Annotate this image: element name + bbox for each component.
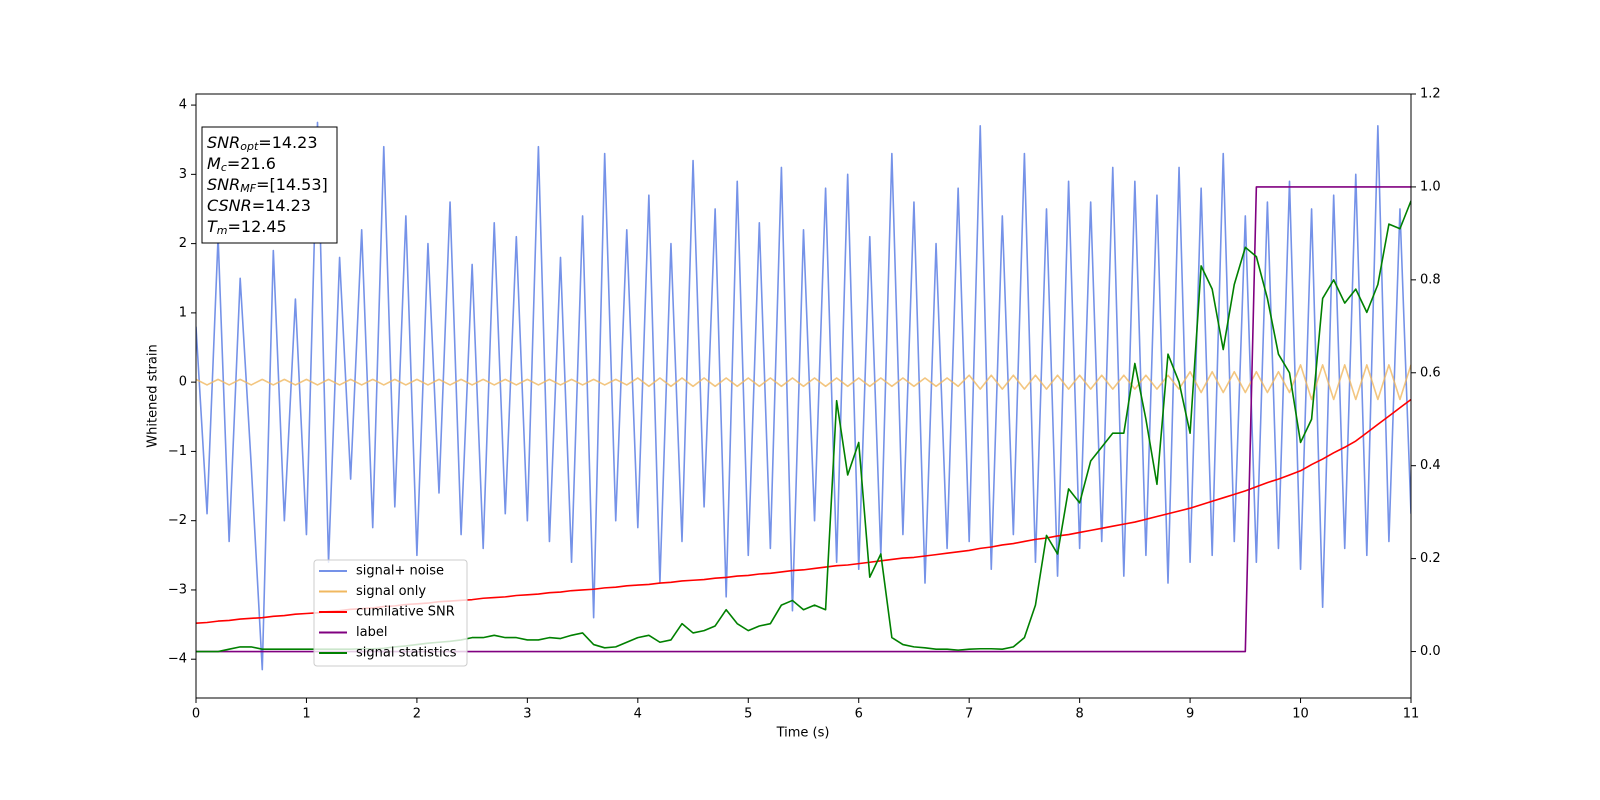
x-tick-label: 2	[413, 707, 421, 722]
annotation-value: =14.23	[252, 196, 311, 215]
y-tick-label: 1	[179, 305, 187, 320]
y2-tick-label: 0.6	[1420, 365, 1441, 380]
x-tick-label: 8	[1075, 707, 1083, 722]
annotation-sub: MF	[240, 182, 256, 195]
y2-tick-label: 0.0	[1420, 644, 1441, 659]
annotation-name: SNR	[207, 175, 240, 194]
legend-frame	[313, 559, 468, 667]
x-tick-label: 0	[192, 707, 200, 722]
legend-label: signal+ noise	[356, 564, 444, 579]
y2-tick-label: 0.8	[1420, 272, 1441, 287]
annotation-line: SNRMF=[14.53]	[207, 175, 328, 196]
annotation-line: Mc=21.6	[207, 154, 276, 175]
legend-label: cumilative SNR	[356, 605, 455, 620]
annotation-frame	[201, 126, 338, 244]
annotation-value: =21.6	[227, 154, 276, 173]
y-tick-label: −4	[168, 652, 187, 667]
y2-tick-label: 1.2	[1420, 87, 1441, 102]
y2-tick-label: 0.4	[1420, 458, 1441, 473]
x-tick-label: 9	[1186, 707, 1194, 722]
annotation-value: =[14.53]	[256, 175, 328, 194]
legend-label: label	[356, 625, 387, 640]
y-tick-label: −1	[168, 444, 187, 459]
annotation-line: Tm=12.45	[207, 217, 287, 238]
y-tick-label: 3	[179, 167, 187, 182]
annotation-sub: opt	[240, 140, 259, 153]
y-tick-label: −2	[168, 513, 187, 528]
legend-label: signal statistics	[356, 646, 457, 661]
annotation-name: M	[207, 154, 221, 173]
annotation-name: T	[207, 217, 218, 236]
series-line	[196, 364, 1411, 401]
x-tick-label: 3	[523, 707, 531, 722]
legend-label: signal only	[356, 584, 426, 599]
annotation-value: =12.45	[228, 217, 287, 236]
x-tick-label: 11	[1403, 707, 1420, 722]
series-line	[196, 121, 1411, 671]
x-tick-label: 1	[302, 707, 310, 722]
x-tick-label: 4	[634, 707, 642, 722]
annotation-line: CSNR=14.23	[207, 196, 311, 215]
y2-tick-label: 1.0	[1420, 179, 1441, 194]
y-tick-label: −3	[168, 582, 187, 597]
annotation-name: CSNR	[207, 196, 252, 215]
annotation-sub: m	[217, 224, 228, 237]
axes-frame	[195, 93, 1412, 699]
annotation-box: SNRopt=14.23Mc=21.6SNRMF=[14.53]CSNR=14.…	[201, 126, 338, 244]
x-axis-label: Time (s)	[776, 726, 830, 741]
y2-tick-label: 0.2	[1420, 551, 1441, 566]
x-tick-label: 7	[965, 707, 973, 722]
annotation-name: SNR	[207, 133, 240, 152]
x-tick-label: 6	[855, 707, 863, 722]
y-tick-label: 0	[179, 375, 187, 390]
y-axis-label: Whitened strain	[146, 344, 161, 447]
annotation-sub: c	[221, 161, 227, 174]
y-tick-label: 2	[179, 236, 187, 251]
legend: signal+ noise signal only cumilative SNR la…	[313, 559, 468, 667]
x-tick-label: 5	[744, 707, 752, 722]
x-tick-label: 10	[1292, 707, 1309, 722]
annotation-line: SNRopt=14.23	[207, 133, 318, 154]
annotation-value: =14.23	[258, 133, 317, 152]
y-tick-label: 4	[179, 98, 187, 113]
